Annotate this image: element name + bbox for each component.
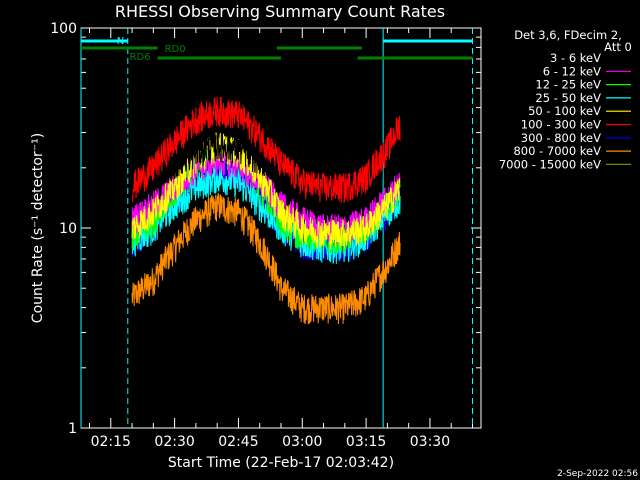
state-bar-label: RD0 xyxy=(165,44,186,55)
y-tick-label: 100 xyxy=(50,21,77,37)
timestamp: 2-Sep-2022 02:56 xyxy=(557,469,638,479)
legend-label: 6 - 12 keV xyxy=(543,64,601,78)
x-tick-label: 02:45 xyxy=(218,434,258,450)
x-tick-label: 03:15 xyxy=(346,434,386,450)
legend-label: 50 - 100 keV xyxy=(528,104,601,118)
legend-label: 25 - 50 keV xyxy=(535,91,601,105)
legend-label: 3 - 6 keV xyxy=(550,51,601,65)
y-tick-label: 1 xyxy=(68,421,77,437)
legend-label: 7000 - 15000 keV xyxy=(499,157,601,171)
x-axis-label: Start Time (22-Feb-17 02:03:42) xyxy=(168,455,394,471)
legend-label: 300 - 800 keV xyxy=(521,131,601,145)
legend-header-line-1: Det 3,6, FDecim 2, xyxy=(514,28,622,42)
x-tick-label: 02:15 xyxy=(91,434,131,450)
series-line xyxy=(131,192,401,325)
legend-header-line-2: Att 0 xyxy=(604,40,632,54)
legend-label: 800 - 7000 keV xyxy=(513,144,601,158)
series-line xyxy=(131,132,401,250)
y-axis-label: Count Rate (s⁻¹ detector⁻¹) xyxy=(30,133,46,323)
plot-area: 1 10 100 02:15 02:30 02:45 03:00 03:15 03:30 N RD0… xyxy=(50,21,482,450)
chart-title: RHESSI Observing Summary Count Rates xyxy=(115,2,445,21)
legend-label: 12 - 25 keV xyxy=(535,78,601,92)
x-tick-label: 03:00 xyxy=(282,434,322,450)
series-line xyxy=(131,96,401,204)
state-bar-label: N xyxy=(117,36,124,47)
x-tick-label: 03:30 xyxy=(410,434,450,450)
x-tick-label: 02:30 xyxy=(154,434,194,450)
legend-label: 100 - 300 keV xyxy=(521,118,601,132)
y-tick-label: 10 xyxy=(59,221,77,237)
state-bar-label: RD6 xyxy=(130,52,151,63)
